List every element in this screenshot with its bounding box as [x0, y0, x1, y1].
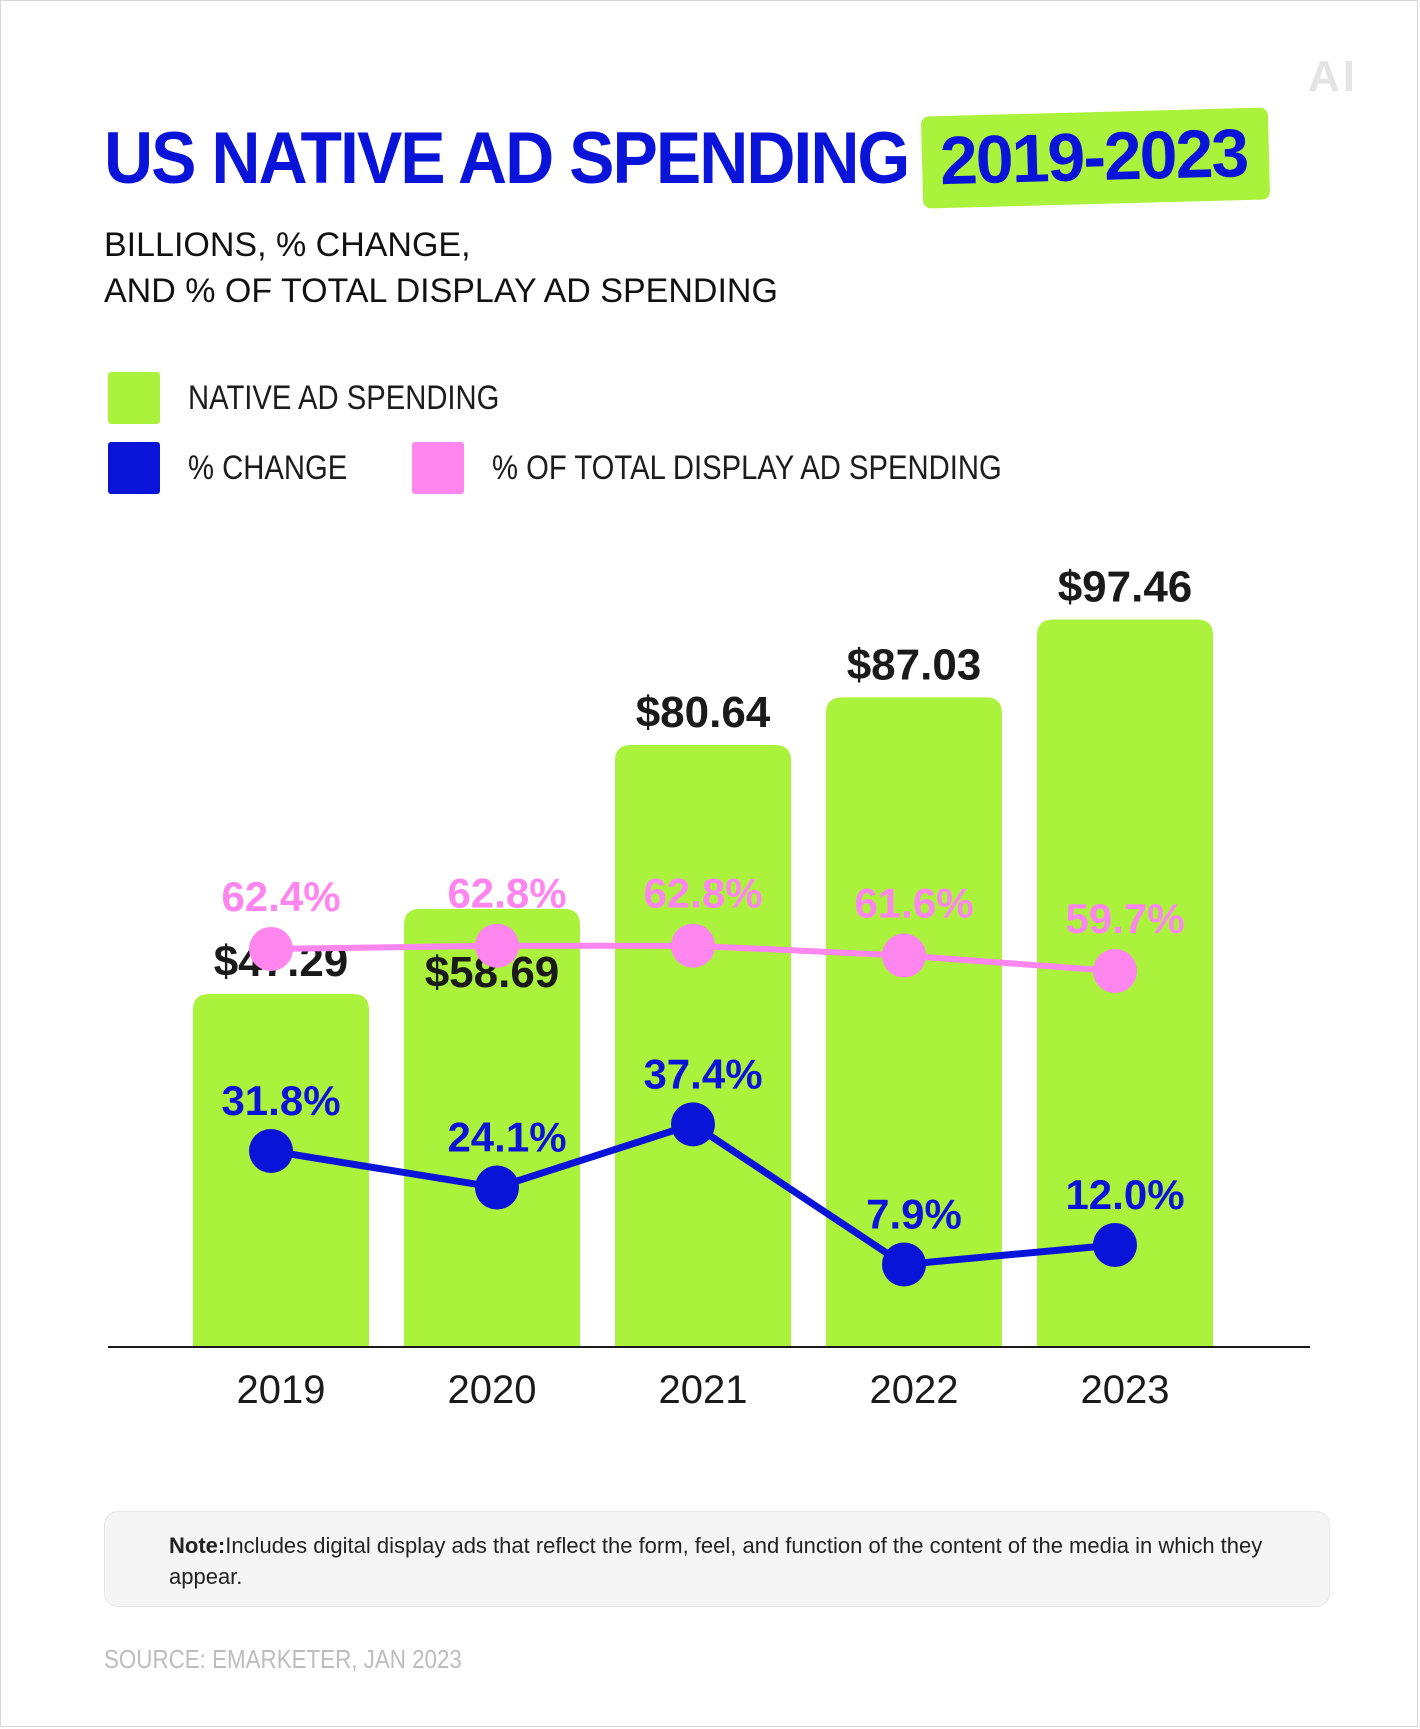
x-tick-label-2019: 2019 — [237, 1368, 326, 1412]
change-label-2021: 37.4% — [643, 1050, 762, 1097]
share-label-2021: 62.8% — [643, 870, 762, 917]
change-point-2019 — [249, 1128, 293, 1173]
legend-item-native: NATIVE AD SPENDING — [108, 372, 550, 424]
bar-2022 — [826, 697, 1002, 1347]
bar-value-label-2023: $97.46 — [1058, 562, 1193, 611]
source-credit: SOURCE: EMARKETER, JAN 2023 — [104, 1644, 462, 1674]
share-label-2023: 59.7% — [1065, 895, 1184, 942]
legend-item-change: % CHANGE — [108, 442, 373, 494]
legend-label-native: NATIVE AD SPENDING — [188, 378, 500, 417]
share-point-2021 — [671, 923, 715, 968]
title-row: US NATIVE AD SPENDING 2019-2023 — [104, 107, 1271, 209]
share-point-2023 — [1093, 949, 1137, 993]
change-label-2019: 31.8% — [221, 1077, 340, 1124]
legend-swatch-share — [412, 442, 464, 494]
change-label-2022: 7.9% — [866, 1190, 962, 1237]
chart-title: US NATIVE AD SPENDING — [104, 116, 910, 200]
change-point-2021 — [671, 1102, 715, 1147]
share-point-2022 — [882, 933, 926, 978]
change-point-2023 — [1093, 1223, 1137, 1267]
legend-label-share: % OF TOTAL DISPLAY AD SPENDING — [492, 448, 1002, 487]
subtitle-line-1: BILLIONS, % CHANGE, — [104, 226, 471, 264]
legend-item-share: % OF TOTAL DISPLAY AD SPENDING — [412, 442, 1085, 494]
share-label-2019: 62.4% — [221, 873, 340, 920]
legend-label-change: % CHANGE — [188, 448, 348, 487]
bar-value-label-2022: $87.03 — [847, 640, 982, 689]
legend-swatch-native — [108, 372, 160, 424]
note-label: Note: — [169, 1533, 226, 1558]
chart-subtitle: BILLIONS, % CHANGE, AND % OF TOTAL DISPL… — [104, 222, 1104, 314]
bar-2020 — [404, 908, 580, 1347]
change-label-2020: 24.1% — [447, 1114, 566, 1161]
legend-swatch-change — [108, 442, 160, 494]
bar-2021 — [615, 745, 791, 1347]
change-point-2020 — [475, 1165, 519, 1210]
share-label-2020: 62.8% — [447, 870, 566, 917]
x-tick-label-2022: 2022 — [870, 1368, 959, 1412]
share-point-2020 — [475, 923, 519, 968]
note-box: Note:Includes digital display ads that r… — [104, 1511, 1330, 1607]
x-tick-label-2021: 2021 — [659, 1368, 748, 1412]
share-point-2019 — [249, 926, 293, 971]
change-point-2022 — [882, 1242, 926, 1287]
note-text: Includes digital display ads that reflec… — [169, 1533, 1263, 1589]
chart-plot: $47.29$58.69$80.64$87.03$97.462019202020… — [108, 562, 1310, 1412]
brand-logo: AI — [1308, 52, 1358, 101]
share-label-2022: 61.6% — [854, 880, 973, 927]
subtitle-line-2: AND % OF TOTAL DISPLAY AD SPENDING — [104, 272, 778, 310]
x-tick-label-2023: 2023 — [1081, 1368, 1170, 1412]
change-label-2023: 12.0% — [1065, 1171, 1184, 1218]
bar-value-label-2021: $80.64 — [636, 688, 771, 737]
x-tick-label-2020: 2020 — [448, 1368, 537, 1412]
